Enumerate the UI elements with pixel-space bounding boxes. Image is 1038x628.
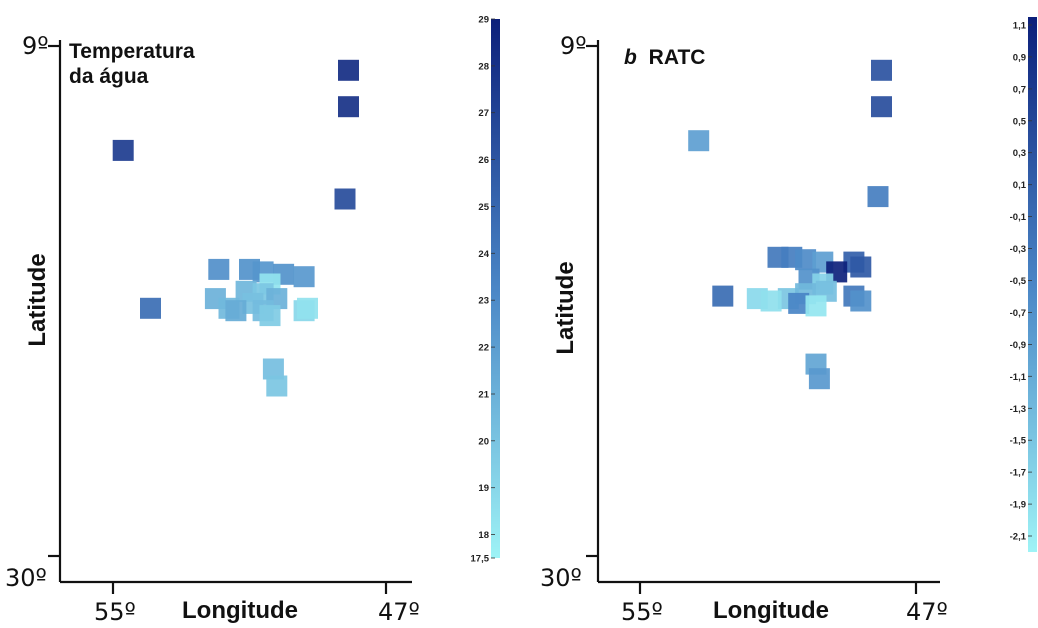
colorbar-tick-label: 25 [478,202,489,213]
colorbar-tick-label: -0,9 [1010,340,1026,351]
colorbar-tick-label: 29 [478,15,489,26]
y-axis-title: Latitude [552,261,579,354]
panel-title-prefix: b [624,46,637,69]
colorbar-tick-label: 0,9 [1013,52,1026,63]
panel-ratc: 9º 30º 55º 47º Longitude Latitude b RATC… [540,17,1037,626]
colorbar-tick-label: 20 [478,436,489,447]
panel-title-line1: Temperatura [69,40,195,63]
data-points [688,59,892,390]
data-point [225,300,247,322]
colorbar-tick-label: 0,1 [1013,180,1027,191]
x-axis-title: Longitude [182,597,298,624]
data-point [808,368,830,390]
data-point [871,96,892,118]
colorbar-tick-label: -0,1 [1010,212,1027,223]
colorbar-tick-label: -1,5 [1010,436,1027,447]
colorbar-tick-label: 27 [478,108,489,119]
data-point [262,358,284,380]
colorbar-tick-label: 0,3 [1013,148,1026,159]
data-point [688,130,710,152]
colorbar-tick-label: -2,1 [1010,532,1027,543]
colorbar-tick-label: -0,3 [1010,244,1026,255]
data-point [266,375,288,397]
data-point [760,290,782,312]
panel-title: b RATC [624,46,705,69]
data-point [334,188,356,210]
colorbar-tick-label: -1,9 [1010,500,1026,511]
colorbar-tick-label: 0,5 [1013,116,1027,127]
data-point [297,297,318,319]
x-tick-label-left: 55º [621,598,663,626]
colorbar-tick-label: 28 [478,61,489,72]
data-point [112,139,134,161]
y-axis-title: Latitude [24,253,51,346]
colorbar-tick-label: 23 [478,296,489,307]
data-point [805,295,827,317]
data-point [338,96,359,118]
panel-temperature: 9º 30º 55º 47º Longitude Latitude Temper… [5,15,500,626]
colorbar-tick-label: -1,7 [1010,468,1026,479]
colorbar-tick-label: 17,5 [471,554,490,565]
colorbar-ticks: 1,1 0,9 0,7 0,5 0,3 0,1 -0,1 -0,3 -0,5 -0,7 -0,9 -1… [1010,21,1032,543]
y-tick-label-top: 9º [560,32,587,60]
y-tick-label-bottom: 30º [540,564,582,592]
data-point [795,249,817,271]
colorbar-gradient [491,19,500,558]
colorbar-tick-label: 19 [478,483,489,494]
data-points [112,59,359,397]
data-point [140,297,161,319]
panel-title-line2: da água [69,65,149,88]
data-point [850,256,872,278]
data-point [788,292,810,314]
colorbar-tick-label: -0,7 [1010,308,1026,319]
data-point [338,59,359,81]
colorbar-tick-label: 1,1 [1013,21,1027,32]
colorbar-gradient [1028,17,1037,552]
colorbar-tick-label: 26 [478,155,489,166]
x-tick-label-right: 47º [378,598,420,626]
colorbar: 1,1 0,9 0,7 0,5 0,3 0,1 -0,1 -0,3 -0,5 -0,7 -0,9 -1… [1010,17,1037,552]
panel-title-text: RATC [649,46,706,69]
colorbar-tick-label: -1,3 [1010,404,1026,415]
colorbar-tick-label: 0,7 [1013,84,1026,95]
data-point [850,290,872,312]
data-point [712,285,734,307]
y-tick-label-top: 9º [22,32,49,60]
data-point [293,266,315,288]
data-point [259,305,281,327]
data-point [871,59,892,81]
colorbar-tick-label: 24 [478,249,489,260]
colorbar-tick-label: -0,5 [1010,276,1027,287]
data-point [867,186,889,208]
colorbar-tick-label: 22 [478,343,489,354]
data-point [208,258,230,280]
x-axis-title: Longitude [713,597,829,624]
x-tick-label-left: 55º [94,598,136,626]
colorbar-tick-label: 18 [478,530,489,541]
colorbar: 29 28 27 26 25 24 23 22 21 20 19 18 17,5 [471,15,500,565]
colorbar-tick-label: 21 [478,390,489,401]
y-tick-label-bottom: 30º [5,564,47,592]
colorbar-tick-label: -1,1 [1010,372,1027,383]
colorbar-ticks: 29 28 27 26 25 24 23 22 21 20 19 18 17,5 [471,15,495,565]
x-tick-label-right: 47º [906,598,948,626]
